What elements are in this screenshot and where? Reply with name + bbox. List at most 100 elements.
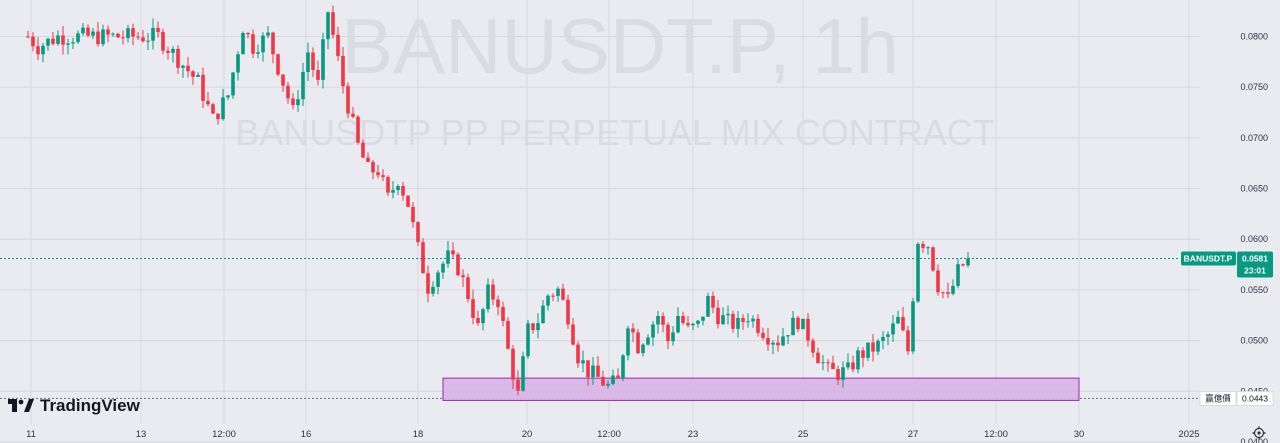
candle-body xyxy=(461,275,465,278)
candle-body xyxy=(651,324,655,338)
level-tag-value-bg xyxy=(1236,391,1274,406)
candle-body xyxy=(616,375,620,378)
candle-body xyxy=(516,379,520,391)
gear-icon[interactable] xyxy=(1252,426,1266,440)
candle-body xyxy=(886,334,890,337)
candle-body xyxy=(736,317,740,329)
candle-body xyxy=(611,375,615,384)
candle-body xyxy=(216,113,220,120)
candle-body xyxy=(676,315,680,333)
candle-body xyxy=(346,86,350,114)
candle-body xyxy=(91,31,95,36)
y-tick-label: 0.0650 xyxy=(1240,184,1268,194)
level-tag[interactable]: 赢億價 0.0443 xyxy=(1199,391,1274,406)
y-tick-label: 0.0800 xyxy=(1240,31,1268,41)
candle-body xyxy=(566,299,570,325)
last-price-tag[interactable]: BANUSDT.P 0.0581 23:01 xyxy=(1181,251,1273,278)
candle-body xyxy=(206,100,210,105)
y-tick-label: 0.0700 xyxy=(1240,133,1268,143)
candle-body xyxy=(396,185,400,191)
candle-body xyxy=(541,305,545,324)
candle-body xyxy=(906,330,910,352)
candle-body xyxy=(671,332,675,342)
candle-body xyxy=(46,38,50,46)
tradingview-logo[interactable]: TradingView xyxy=(8,396,141,415)
candle-body xyxy=(251,34,255,54)
x-axis: 11 13 12:00 16 18 20 12:00 23 25 27 12:00 30 2025 xyxy=(26,429,1200,440)
candle-body xyxy=(81,27,85,34)
watermark-subtitle: BANUSDTP PP PERPETUAL MIX CONTRACT xyxy=(235,112,994,153)
candle-body xyxy=(126,28,130,39)
candle-body xyxy=(391,190,395,193)
candle-body xyxy=(951,285,955,294)
candle-body xyxy=(401,185,405,196)
candle-body xyxy=(376,172,380,176)
candle-body xyxy=(111,33,115,35)
candle-body xyxy=(621,355,625,378)
candle-body xyxy=(896,316,900,324)
candle-body xyxy=(551,295,555,297)
candle-body xyxy=(741,317,745,322)
candle-body xyxy=(161,31,165,51)
candle-body xyxy=(31,36,35,47)
tradingview-logo-text: TradingView xyxy=(40,396,141,415)
candle-body xyxy=(831,362,835,370)
candle-body xyxy=(726,313,730,316)
candle-body xyxy=(356,116,360,143)
level-tag-label: 赢億價 xyxy=(1205,393,1231,403)
price-tag-value: 0.0581 xyxy=(1242,254,1268,264)
candle-body xyxy=(406,195,410,207)
candle-body xyxy=(416,222,420,243)
level-tag-value: 0.0443 xyxy=(1242,393,1268,403)
candle-body xyxy=(511,348,515,380)
candle-body xyxy=(451,250,455,255)
candle-body xyxy=(846,362,850,368)
candle-body xyxy=(866,342,870,358)
support-zone[interactable] xyxy=(442,377,1080,401)
price-tag-symbol-bg xyxy=(1181,251,1236,266)
candle-body xyxy=(26,36,30,38)
candle-body xyxy=(226,95,230,98)
candle-body xyxy=(296,99,300,106)
candle-body xyxy=(956,264,960,286)
candle-body xyxy=(796,317,800,330)
candle-body xyxy=(481,309,485,324)
candle-body xyxy=(556,288,560,296)
candle-body xyxy=(706,295,710,317)
tradingview-logo-icon xyxy=(8,399,34,412)
candle-body xyxy=(466,277,470,300)
candle-body xyxy=(561,288,565,300)
candle-body xyxy=(851,362,855,370)
candle-body xyxy=(131,28,135,37)
candle-body xyxy=(716,307,720,325)
candle-body xyxy=(441,263,445,273)
candle-body xyxy=(751,318,755,322)
x-tick-label: 25 xyxy=(798,429,809,440)
candle-body xyxy=(171,48,175,53)
candle-body xyxy=(961,264,965,266)
candle-body xyxy=(601,376,605,386)
candle-body xyxy=(661,315,665,325)
candle-body xyxy=(691,323,695,326)
candle-body xyxy=(811,340,815,353)
candle-body xyxy=(96,31,100,45)
candle-body xyxy=(856,350,860,370)
candle-body xyxy=(471,299,475,318)
candle-body xyxy=(881,336,885,341)
price-tag-countdown: 23:01 xyxy=(1244,266,1266,276)
y-tick-label: 0.0400 xyxy=(1240,437,1268,443)
candle-body xyxy=(701,316,705,321)
candle-body xyxy=(141,37,145,42)
x-tick-label: 12:00 xyxy=(597,429,621,440)
candle-body xyxy=(921,243,925,248)
candle-body xyxy=(266,32,270,36)
candle-body xyxy=(836,369,840,380)
candle-body xyxy=(711,295,715,308)
candle-body xyxy=(546,295,550,306)
candle-body xyxy=(901,316,905,331)
candle-body xyxy=(506,320,510,349)
candle-body xyxy=(501,306,505,321)
